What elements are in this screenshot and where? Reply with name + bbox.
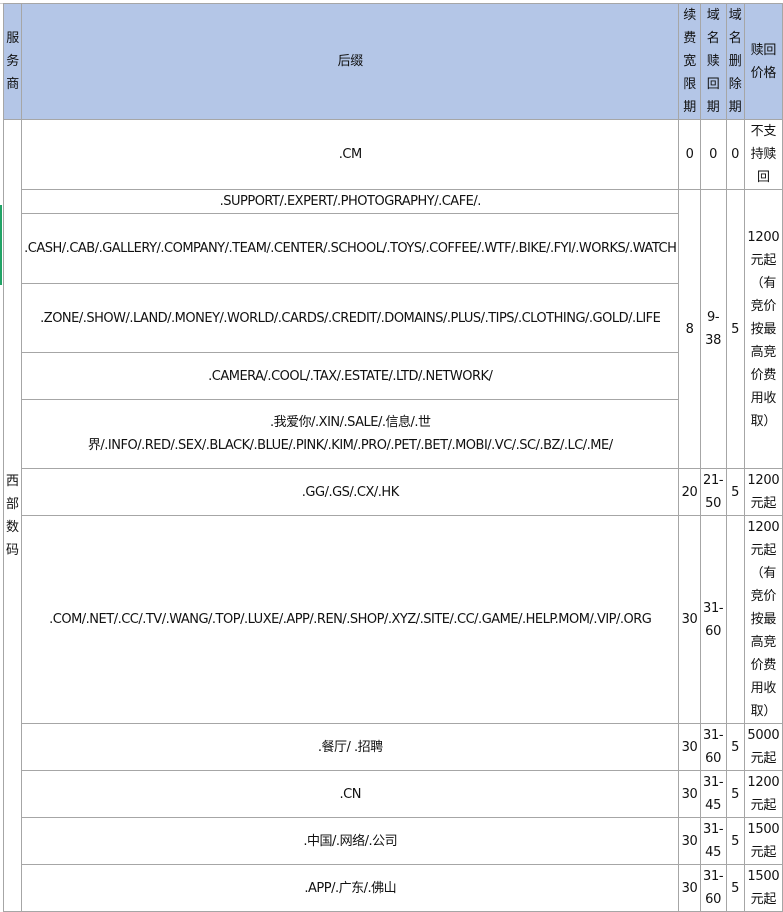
suffix-cell[interactable]: .餐厅/ .招聘 [21, 723, 680, 771]
renew-cell[interactable]: 30 [678, 864, 701, 912]
delete-cell[interactable]: 5 [725, 468, 745, 516]
redeem-cell[interactable]: 31-60 [699, 515, 727, 724]
renew-cell[interactable]: 30 [678, 515, 701, 724]
redeem-cell[interactable]: 21-50 [699, 468, 727, 516]
suffix-cell[interactable]: .APP/.广东/.佛山 [21, 864, 680, 912]
price-cell[interactable]: 不支持赎回 [743, 119, 783, 190]
price-cell[interactable]: 1200元起（有竞价按最高竞价费用收取） [743, 515, 783, 724]
table-row: .ZONE/.SHOW/.LAND/.MONEY/.WORLD/.CARDS/.… [4, 283, 783, 353]
header-redeem[interactable]: 域名赎回期 [699, 3, 727, 120]
delete-cell[interactable]: 5 [725, 817, 745, 865]
suffix-cell[interactable]: .SUPPORT/.EXPERT/.PHOTOGRAPHY/.CAFE/. [21, 189, 680, 214]
table-row: .SUPPORT/.EXPERT/.PHOTOGRAPHY/.CAFE/. 8 … [4, 189, 783, 469]
delete-cell[interactable]: 5 [725, 723, 745, 771]
renew-cell[interactable]: 20 [678, 468, 701, 516]
suffix-cell[interactable]: .CAMERA/.COOL/.TAX/.ESTATE/.LTD/.NETWORK… [21, 352, 680, 400]
domain-redemption-table: 服务商 后缀 续费宽限期 域名赎回期 域名删除期 赎回价格 西部数码 .CM 0… [2, 3, 783, 912]
header-price[interactable]: 赎回价格 [743, 3, 783, 120]
delete-cell[interactable]: 5 [725, 770, 745, 818]
header-provider[interactable]: 服务商 [2, 3, 23, 120]
suffix-cell[interactable]: .CASH/.CAB/.GALLERY/.COMPANY/.TEAM/.CENT… [21, 213, 680, 284]
delete-cell[interactable]: 5 [725, 189, 745, 469]
table-row: .CN 30 31-45 5 1200元起 [4, 770, 783, 818]
price-cell[interactable]: 1500元起 [743, 817, 783, 865]
redeem-cell[interactable]: 31-60 [699, 864, 727, 912]
table-row: .CASH/.CAB/.GALLERY/.COMPANY/.TEAM/.CENT… [4, 213, 783, 284]
header-renew-grace[interactable]: 续费宽限期 [678, 3, 701, 120]
delete-cell[interactable] [725, 515, 745, 724]
header-suffix[interactable]: 后缀 [21, 3, 680, 120]
row-selection-marker [0, 205, 2, 285]
redeem-cell[interactable]: 31-45 [699, 770, 727, 818]
redeem-cell[interactable]: 31-45 [699, 817, 727, 865]
table-row: .餐厅/ .招聘 30 31-60 5 5000元起 [4, 723, 783, 771]
renew-cell[interactable]: 30 [678, 770, 701, 818]
delete-cell[interactable]: 5 [725, 864, 745, 912]
renew-cell[interactable]: 30 [678, 723, 701, 771]
table-row: .COM/.NET/.CC/.TV/.WANG/.TOP/.LUXE/.APP/… [4, 515, 783, 724]
suffix-cell[interactable]: .中国/.网络/.公司 [21, 817, 680, 865]
suffix-cell[interactable]: .我爱你/.XIN/.SALE/.信息/.世界/.INFO/.RED/.SEX/… [21, 399, 680, 469]
header-delete[interactable]: 域名删除期 [725, 3, 745, 120]
table-row: .中国/.网络/.公司 30 31-45 5 1500元起 [4, 817, 783, 865]
table-row: .CAMERA/.COOL/.TAX/.ESTATE/.LTD/.NETWORK… [4, 352, 783, 400]
delete-cell[interactable]: 0 [725, 119, 745, 190]
table-row: 西部数码 .CM 0 0 0 不支持赎回 [2, 119, 783, 912]
suffix-cell[interactable]: .GG/.GS/.CX/.HK [21, 468, 680, 516]
renew-cell[interactable]: 30 [678, 817, 701, 865]
price-cell[interactable]: 1500元起 [743, 864, 783, 912]
suffix-cell[interactable]: .CM [21, 119, 680, 190]
table-row: .我爱你/.XIN/.SALE/.信息/.世界/.INFO/.RED/.SEX/… [4, 399, 783, 469]
suffix-cell[interactable]: .ZONE/.SHOW/.LAND/.MONEY/.WORLD/.CARDS/.… [21, 283, 680, 353]
redeem-cell[interactable]: 9-38 [699, 189, 727, 469]
price-cell[interactable]: 1200元起 [743, 468, 783, 516]
table-row: .GG/.GS/.CX/.HK 20 21-50 5 1200元起 [4, 468, 783, 516]
redeem-cell[interactable]: 31-60 [699, 723, 727, 771]
price-cell[interactable]: 1200元起 [743, 770, 783, 818]
price-cell[interactable]: 1200元起（有竞价按最高竞价费用收取） [743, 189, 783, 469]
suffix-cell[interactable]: .COM/.NET/.CC/.TV/.WANG/.TOP/.LUXE/.APP/… [21, 515, 680, 724]
price-cell[interactable]: 5000元起 [743, 723, 783, 771]
suffix-cell[interactable]: .CN [21, 770, 680, 818]
header-row: 服务商 后缀 续费宽限期 域名赎回期 域名删除期 赎回价格 [2, 3, 783, 120]
provider-cell[interactable]: 西部数码 [2, 119, 23, 912]
table-row: .APP/.广东/.佛山 30 31-60 5 1500元起 [4, 864, 783, 912]
renew-cell[interactable]: 8 [678, 189, 701, 469]
redeem-cell[interactable]: 0 [699, 119, 727, 190]
renew-cell[interactable]: 0 [678, 119, 701, 190]
